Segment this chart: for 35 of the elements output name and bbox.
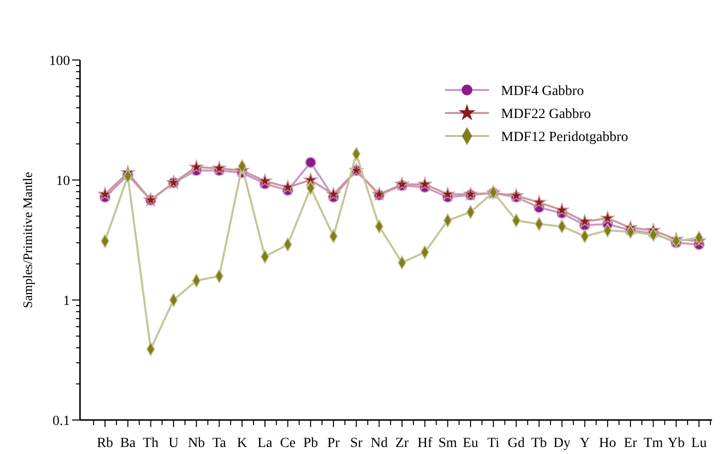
x-tick-label: Sr: [350, 436, 363, 451]
x-tick-label: Th: [142, 436, 158, 451]
legend-label: MDF12 Peridotgabbro: [501, 130, 628, 145]
x-tick-label: Gd: [508, 436, 525, 451]
x-tick-label: Nd: [370, 436, 388, 451]
x-tick-label: Pb: [303, 436, 318, 451]
legend-label: MDF4 Gabbro: [501, 84, 584, 99]
x-tick-label: Er: [624, 436, 638, 451]
x-tick-label: Ho: [599, 436, 616, 451]
x-tick-label: Ta: [212, 436, 227, 451]
x-tick-label: Ti: [487, 436, 500, 451]
x-tick-label: Rb: [96, 436, 114, 451]
x-tick-label: Eu: [462, 436, 478, 451]
x-tick-label: Lu: [691, 436, 707, 451]
x-tick-label: Tm: [644, 436, 664, 451]
x-tick-label: Yb: [668, 436, 685, 451]
y-tick-label: 100: [49, 54, 70, 69]
x-tick-label: Ce: [280, 436, 296, 451]
x-tick-label: Hf: [417, 436, 433, 451]
x-tick-label: Pr: [327, 436, 340, 451]
x-tick-label: La: [258, 436, 274, 451]
x-tick-label: Sm: [438, 436, 458, 451]
x-tick-label: Y: [580, 436, 590, 451]
y-tick-label: 0.1: [52, 414, 70, 429]
y-axis-title: Samples/Primitive Mantle: [20, 172, 35, 308]
x-tick-label: Ba: [120, 436, 136, 451]
x-tick-label: K: [237, 436, 248, 451]
x-tick-label: Dy: [553, 436, 570, 451]
x-tick-label: Tb: [531, 436, 547, 451]
y-tick-label: 1: [63, 294, 70, 309]
x-tick-label: U: [168, 436, 179, 451]
legend-label: MDF22 Gabbro: [501, 106, 591, 122]
x-tick-label: Nb: [188, 436, 205, 451]
y-tick-label: 10: [56, 174, 70, 189]
x-tick-label: Zr: [395, 436, 409, 451]
